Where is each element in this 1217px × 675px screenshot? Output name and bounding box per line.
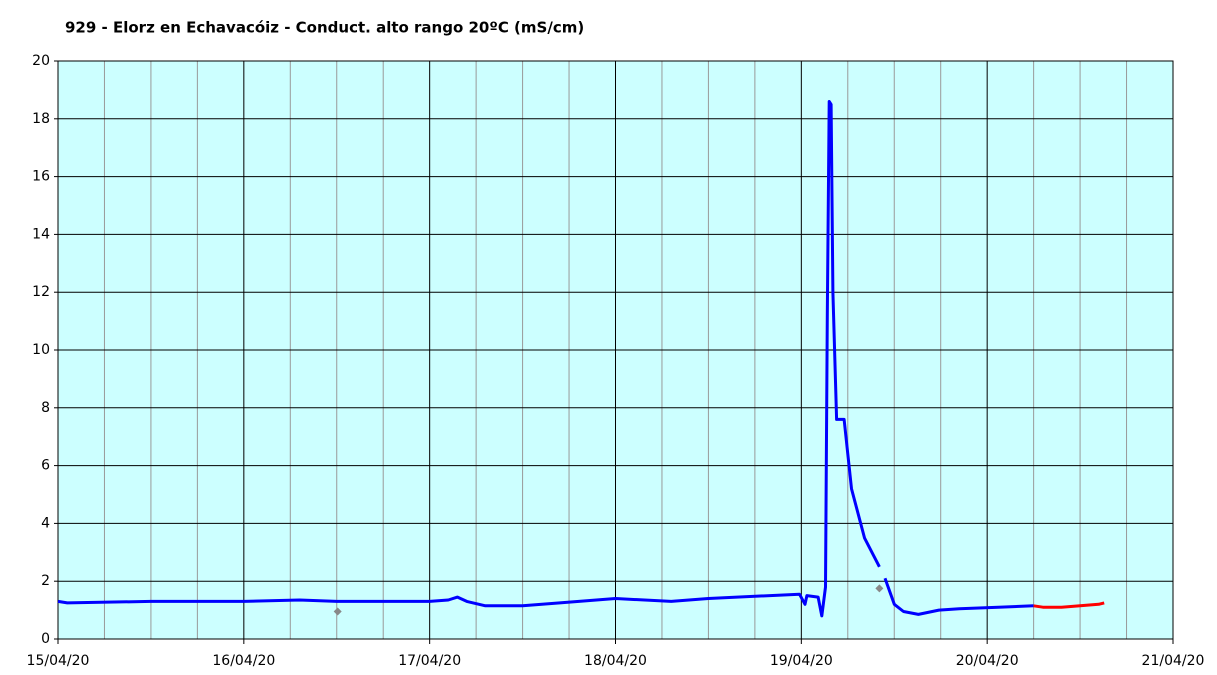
- y-tick-label: 14: [32, 226, 50, 242]
- y-tick-label: 20: [32, 53, 50, 69]
- y-tick-label: 2: [41, 573, 50, 589]
- data-line: [1033, 601, 1105, 609]
- x-tick-label: 17/04/20: [398, 653, 461, 669]
- data-line: [57, 100, 1034, 618]
- chart-title: 929 - Elorz en Echavacóiz - Conduct. alt…: [65, 19, 584, 37]
- y-tick-label: 12: [32, 284, 50, 300]
- data-point: [875, 584, 884, 593]
- y-tick-label: 4: [41, 515, 50, 531]
- x-tick-label: 21/04/20: [1142, 653, 1205, 669]
- x-tick-label: 19/04/20: [770, 653, 833, 669]
- y-tick-label: 18: [32, 111, 50, 127]
- x-tick-label: 18/04/20: [584, 653, 647, 669]
- x-tick-label: 15/04/20: [27, 653, 90, 669]
- data-point: [333, 607, 342, 616]
- y-tick-label: 0: [41, 631, 50, 647]
- y-tick-label: 10: [32, 342, 50, 358]
- y-tick-label: 8: [41, 400, 50, 416]
- x-tick-label: 20/04/20: [956, 653, 1019, 669]
- y-tick-label: 16: [32, 169, 50, 185]
- plot-border: [57, 60, 1174, 640]
- x-tick-label: 16/04/20: [212, 653, 275, 669]
- y-tick-label: 6: [41, 458, 50, 474]
